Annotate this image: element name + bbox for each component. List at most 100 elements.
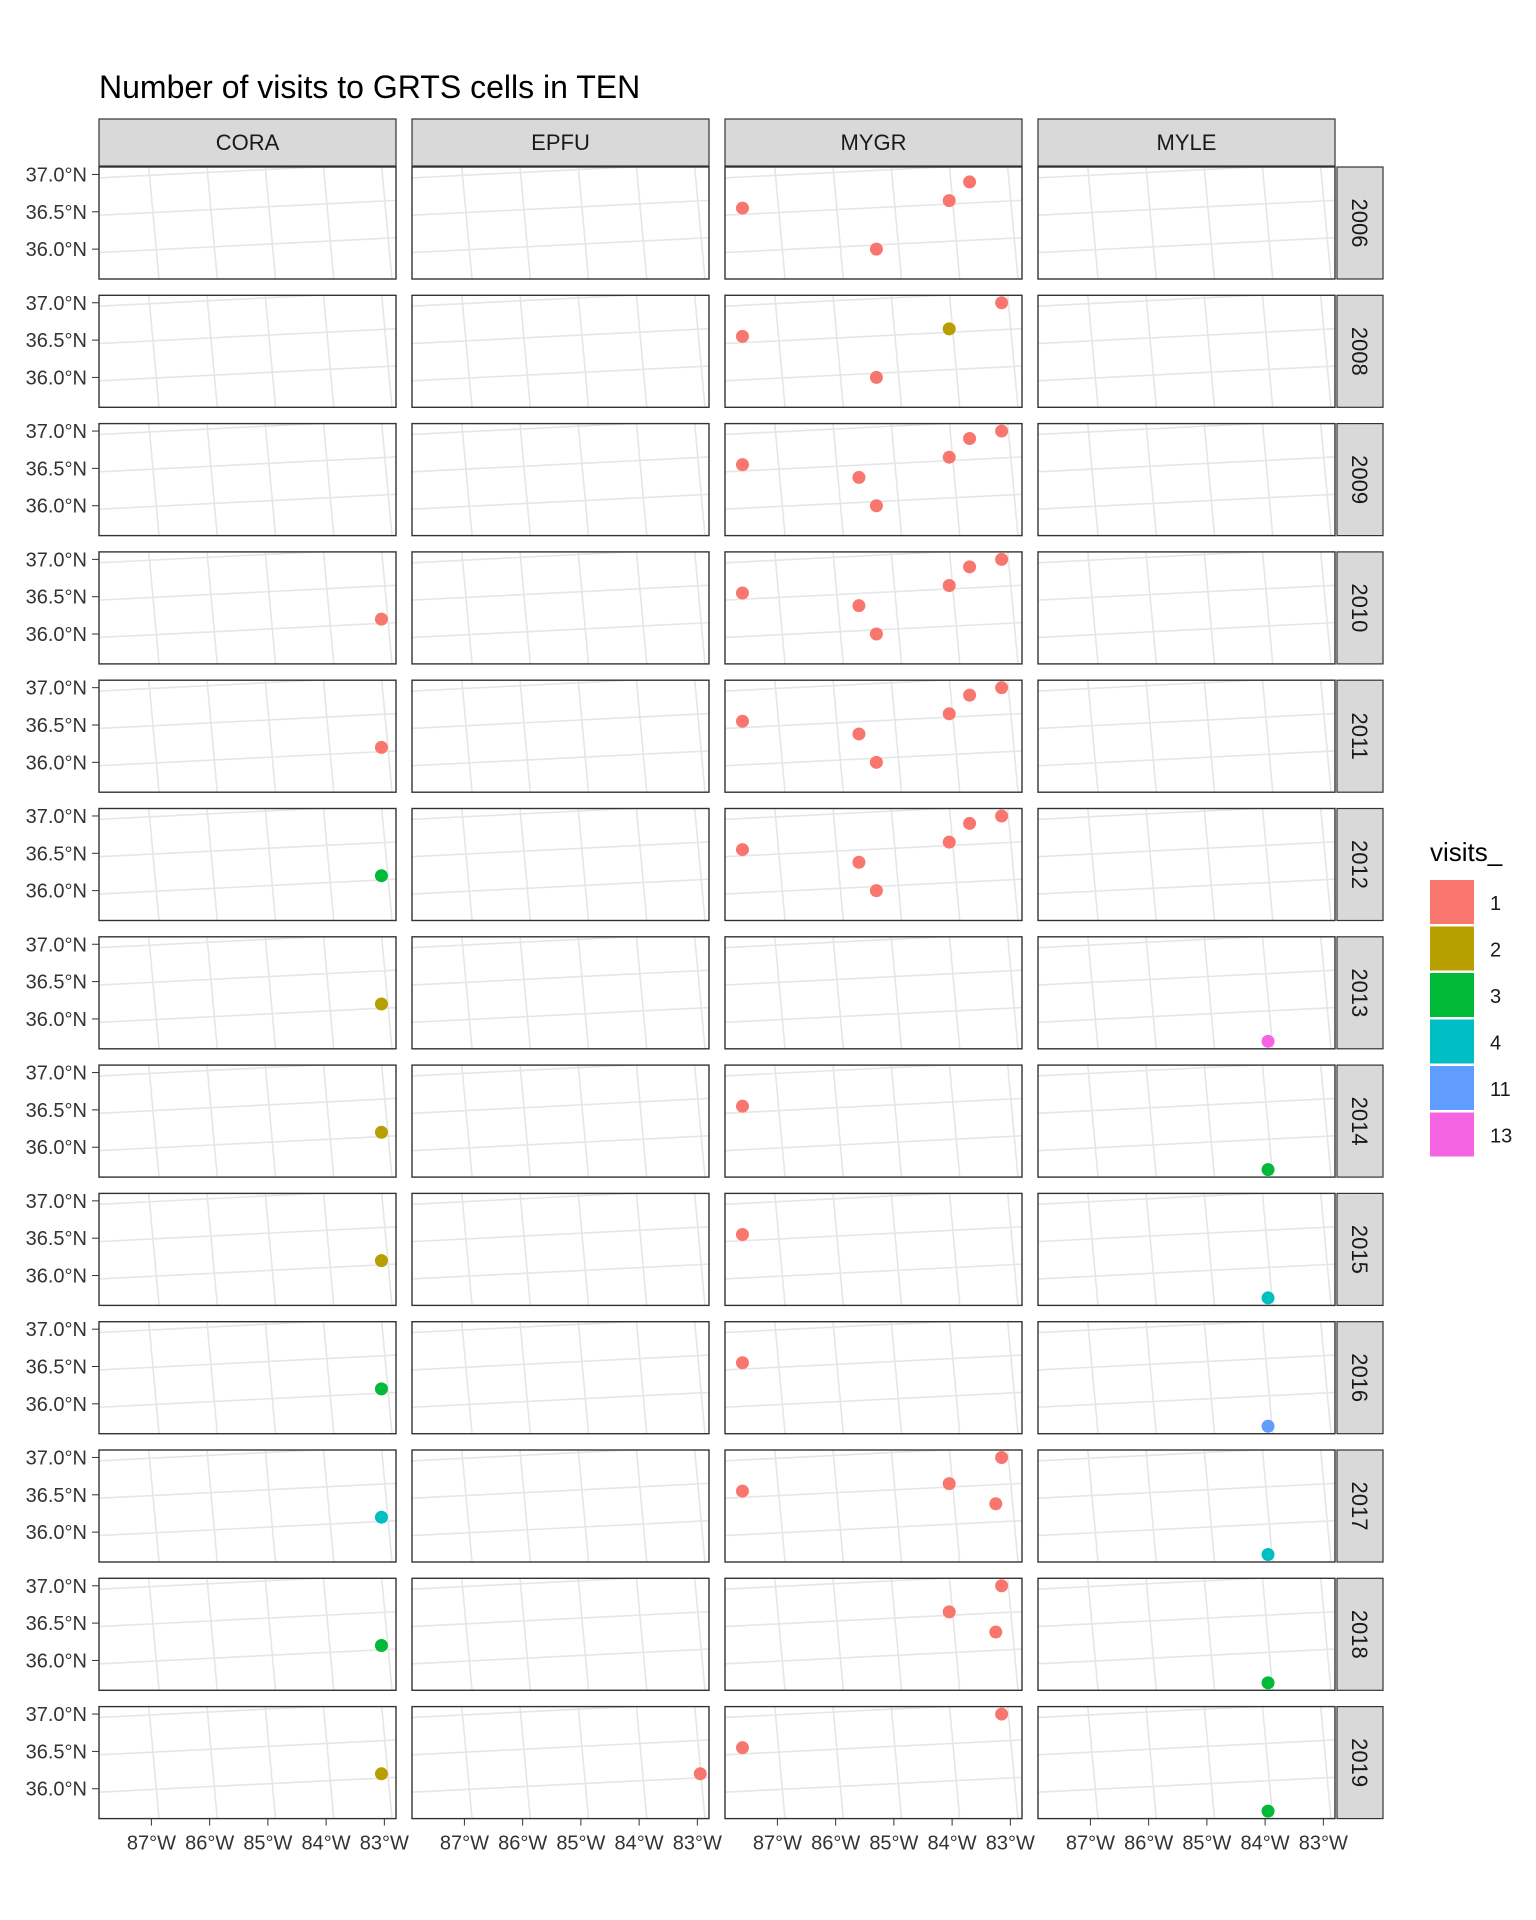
meridian-line xyxy=(1006,1193,1019,1306)
panel-background xyxy=(412,1065,709,1178)
facet-panel xyxy=(98,294,397,408)
facet-panel xyxy=(411,1705,710,1820)
panel-background xyxy=(1038,551,1335,664)
parallel-line xyxy=(725,1135,1022,1152)
meridian-line xyxy=(577,680,590,793)
legend: visits_ 1 2 3 4 11 13 xyxy=(1430,837,1512,1157)
meridian-line xyxy=(693,1578,706,1691)
y-tick-label: 36.0°N xyxy=(26,367,87,389)
data-point xyxy=(1261,1548,1275,1562)
data-point xyxy=(735,586,749,600)
meridian-line xyxy=(206,1706,219,1819)
panel-background xyxy=(412,423,709,536)
x-tick-label: 87°W xyxy=(1066,1833,1115,1855)
parallel-line xyxy=(99,750,396,767)
meridian-line xyxy=(832,808,845,921)
panel-border xyxy=(411,1064,710,1178)
meridian-line xyxy=(1145,936,1158,1049)
meridian-line xyxy=(693,1706,706,1819)
parallel-line xyxy=(412,1263,709,1280)
facet-row-strip: 2018 xyxy=(1336,1577,1384,1691)
parallel-line xyxy=(1038,621,1335,639)
panel-border xyxy=(1037,1449,1336,1563)
y-tick-label: 37.0°N xyxy=(26,934,87,956)
parallel-line xyxy=(1038,1391,1335,1409)
meridian-line xyxy=(1006,1706,1019,1819)
meridian-line xyxy=(519,295,532,408)
panel-background xyxy=(99,295,396,408)
parallel-line xyxy=(412,493,709,510)
y-tick-label: 36.5°N xyxy=(26,715,87,737)
parallel-line xyxy=(1038,1097,1335,1115)
panel-border xyxy=(724,807,1023,922)
data-point xyxy=(735,1484,749,1498)
panel-background xyxy=(412,295,709,408)
graticule xyxy=(412,1706,709,1819)
meridian-line xyxy=(1261,295,1274,408)
meridian-line xyxy=(577,936,590,1049)
meridian-line xyxy=(380,1193,393,1306)
meridian-line xyxy=(380,1321,393,1434)
parallel-line xyxy=(725,1354,1022,1371)
strip-label: 2018 xyxy=(1347,1610,1372,1659)
parallel-line xyxy=(412,1482,709,1500)
meridian-line xyxy=(322,808,335,921)
data-point xyxy=(735,843,749,857)
meridian-line xyxy=(635,1450,648,1562)
data-point xyxy=(1261,1804,1275,1818)
data-point xyxy=(374,1639,388,1652)
parallel-line xyxy=(99,1519,396,1537)
parallel-line xyxy=(1038,236,1335,254)
panel-border xyxy=(411,1705,710,1820)
panel-background xyxy=(99,680,396,793)
parallel-line xyxy=(1038,750,1335,767)
parallel-line xyxy=(412,365,709,382)
graticule xyxy=(1038,936,1335,1049)
parallel-line xyxy=(1038,680,1272,692)
strip-background xyxy=(1037,118,1336,167)
meridian-line xyxy=(1006,936,1019,1049)
data-point xyxy=(963,688,977,702)
data-point xyxy=(1261,1419,1275,1433)
meridian-line xyxy=(380,167,393,279)
legend-label: 13 xyxy=(1490,1126,1512,1148)
parallel-line xyxy=(99,1263,396,1280)
parallel-line xyxy=(725,1225,1022,1243)
meridian-line xyxy=(948,680,961,793)
panel-background xyxy=(412,167,709,279)
parallel-line xyxy=(99,1391,396,1409)
meridian-line xyxy=(322,1706,335,1819)
parallel-line xyxy=(99,1482,396,1500)
parallel-line xyxy=(1038,1739,1335,1756)
parallel-line xyxy=(1038,327,1335,345)
meridian-line xyxy=(948,808,961,921)
data-point xyxy=(995,1707,1009,1721)
meridian-line xyxy=(206,1193,219,1306)
y-tick-label: 36.5°N xyxy=(26,458,87,480)
y-tick-label: 36.5°N xyxy=(26,1485,87,1507)
meridian-line xyxy=(693,551,706,664)
facet-panel xyxy=(411,936,710,1050)
parallel-line xyxy=(725,680,959,692)
meridian-line xyxy=(1261,551,1274,664)
data-point xyxy=(963,175,977,189)
meridian-line xyxy=(206,1321,219,1434)
data-point xyxy=(735,201,749,215)
parallel-line xyxy=(1038,423,1272,436)
data-point xyxy=(374,997,388,1011)
panel-border xyxy=(98,1320,397,1435)
meridian-line xyxy=(1006,423,1019,536)
graticule xyxy=(99,1706,396,1819)
parallel-line xyxy=(412,1354,709,1371)
meridian-line xyxy=(948,295,961,408)
meridian-line xyxy=(832,551,845,664)
meridian-line xyxy=(693,295,706,408)
graticule xyxy=(99,1578,396,1691)
meridian-line xyxy=(519,551,532,664)
meridian-line xyxy=(380,680,393,793)
panel-border xyxy=(724,551,1023,665)
data-point xyxy=(1261,1163,1275,1177)
meridian-line xyxy=(264,1706,277,1819)
data-point xyxy=(374,1125,388,1139)
y-tick-label: 36.0°N xyxy=(26,239,87,261)
